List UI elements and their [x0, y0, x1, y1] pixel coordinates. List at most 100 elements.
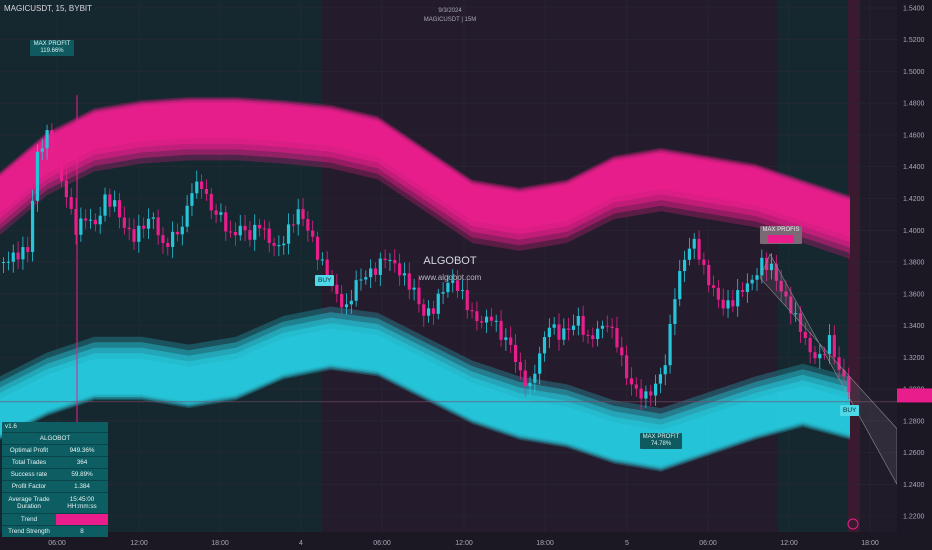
price-tick-label: 1.3200: [903, 355, 925, 362]
candle-body: [451, 280, 455, 283]
candle-body: [378, 258, 382, 275]
candle-body: [813, 352, 817, 359]
candle-body: [765, 257, 769, 271]
max-profit-label-2: MAX PROFIT 74.78%: [640, 433, 682, 449]
stats-key: Total Trades: [11, 459, 47, 466]
candle-body: [320, 259, 324, 261]
candle-body: [344, 304, 349, 308]
candle-body: [2, 262, 6, 264]
candle-body: [398, 263, 402, 276]
candle-body: [538, 353, 542, 374]
price-tick-label: 1.2600: [903, 450, 925, 457]
candle-body: [64, 180, 68, 198]
candle-body: [137, 225, 141, 242]
candle-body: [509, 337, 513, 345]
time-axis-bg: [0, 532, 932, 550]
candle-body: [6, 261, 11, 263]
candle-body: [711, 285, 716, 288]
candle-body: [21, 247, 25, 260]
price-tick-label: 1.3800: [903, 260, 925, 267]
session-band: [778, 0, 860, 532]
candle-body: [639, 388, 643, 399]
candle-body: [784, 291, 788, 297]
candle-body: [253, 224, 257, 240]
candle-body: [518, 361, 522, 371]
upper-band: [0, 103, 850, 237]
price-tick-label: 1.4400: [903, 164, 925, 171]
time-tick-label: 06:00: [373, 540, 391, 547]
stats-key: Optimal Profit: [9, 447, 49, 454]
max-profit-title: MAX PROFIT: [642, 434, 680, 440]
candle-body: [774, 263, 778, 281]
candle-body: [262, 228, 266, 230]
max-profit-label-1: MAX PROFIT 119.66%: [30, 40, 74, 56]
lower-band: [0, 328, 850, 466]
price-tick-label: 1.4200: [903, 196, 925, 203]
candle-body: [180, 226, 184, 235]
candle-body: [113, 200, 117, 207]
candle-body: [465, 290, 469, 311]
candle-body: [132, 229, 136, 242]
price-tick-label: 1.3400: [903, 323, 925, 330]
time-tick-label: 12:00: [780, 540, 798, 547]
max-profit-title: MAX PROFIS: [762, 227, 800, 233]
candle-body: [499, 320, 503, 340]
candle-body: [760, 257, 764, 276]
candle-body: [755, 275, 759, 280]
candle-body: [30, 200, 35, 252]
candle-body: [243, 225, 247, 231]
price-tick-label: 1.2800: [903, 418, 925, 425]
candle-body: [306, 219, 310, 231]
candle-body: [547, 327, 551, 338]
candle-body: [286, 224, 291, 244]
candle-body: [455, 280, 460, 291]
stats-key: Success rate: [10, 471, 48, 478]
candle-body: [644, 391, 648, 399]
candle-body: [470, 310, 474, 312]
candle-body: [315, 236, 320, 260]
max-profit-value: 119.66%: [40, 48, 64, 54]
price-tick-label: 1.5200: [903, 37, 925, 44]
candle-body: [504, 337, 508, 340]
candle-body: [166, 242, 170, 247]
candle-body: [200, 181, 204, 189]
stats-key: Trend Strength: [8, 528, 50, 535]
candle-body: [277, 245, 281, 247]
candle-body: [35, 151, 40, 201]
time-tick-label: 06:00: [699, 540, 717, 547]
candle-body: [629, 378, 634, 385]
candle-body: [446, 282, 450, 293]
candle-body: [687, 248, 691, 260]
candle-body: [412, 287, 416, 290]
candle-body: [108, 194, 112, 207]
time-tick-label: 4: [299, 540, 303, 547]
candle-body: [716, 287, 720, 300]
candle-body: [731, 300, 735, 307]
candle-body: [832, 335, 836, 358]
candle-body: [615, 328, 619, 348]
stats-key: Average Trade Duration: [8, 496, 50, 510]
candle-body: [161, 235, 165, 243]
candle-body: [745, 283, 749, 292]
candle-body: [736, 290, 740, 307]
candle-body: [475, 311, 479, 322]
candle-body: [185, 205, 189, 227]
candle-body: [441, 292, 445, 294]
candle-body: [228, 231, 233, 233]
candle-body: [325, 259, 329, 276]
stats-row: Profit Factor 1.384: [2, 480, 108, 492]
candle-body: [88, 219, 93, 221]
symbol-header: MAGICUSDT, 15, BYBIT: [4, 4, 93, 13]
candle-body: [600, 325, 605, 329]
candle-body: [16, 252, 20, 260]
candle-body: [610, 326, 614, 329]
candle-body: [542, 337, 547, 354]
stats-value: 1.384: [74, 483, 90, 490]
candle-body: [248, 230, 252, 240]
candle-body: [837, 357, 841, 370]
candle-body: [233, 232, 238, 236]
candle-body: [571, 325, 576, 330]
candle-body: [335, 284, 339, 294]
time-tick-label: 18:00: [861, 540, 879, 547]
